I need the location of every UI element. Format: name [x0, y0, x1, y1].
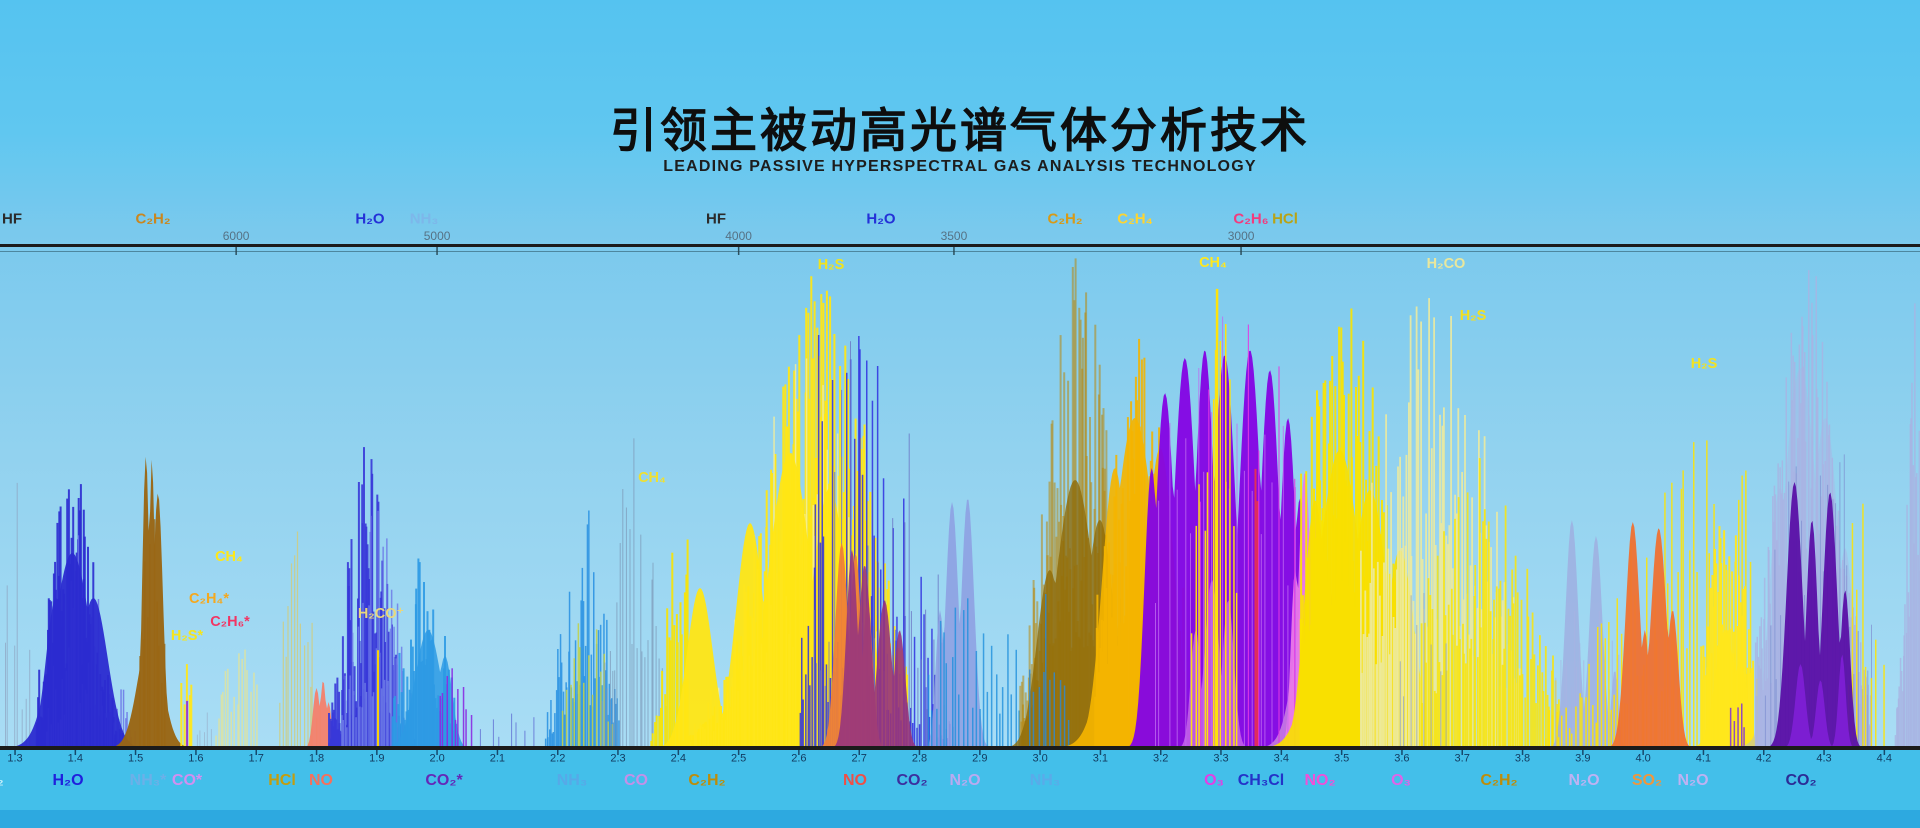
page-title: 引领主被动高光谱气体分析技术	[610, 104, 1310, 157]
page-subtitle: LEADING PASSIVE HYPERSPECTRAL GAS ANALYS…	[663, 158, 1257, 175]
bottom-bar	[0, 810, 1920, 828]
bottom-strip	[0, 750, 1920, 812]
